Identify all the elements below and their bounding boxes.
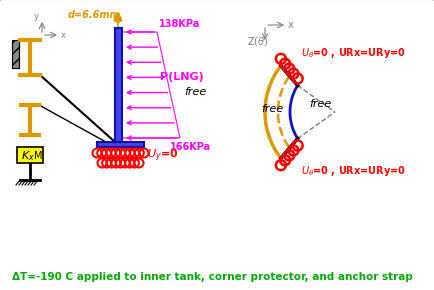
Text: $U_\theta$=0 , URx=URy=0: $U_\theta$=0 , URx=URy=0 (301, 164, 406, 178)
Text: Z($\theta$): Z($\theta$) (247, 35, 268, 48)
Text: x: x (61, 31, 66, 40)
Text: free: free (261, 104, 283, 114)
Text: $U_\theta$=0 , URx=URy=0: $U_\theta$=0 , URx=URy=0 (301, 46, 406, 60)
Text: free: free (184, 87, 206, 97)
Bar (12, 40, 19, 68)
Text: $K_x$: $K_x$ (21, 149, 35, 163)
Text: ΔT=-190 C applied to inner tank, corner protector, and anchor strap: ΔT=-190 C applied to inner tank, corner … (12, 272, 413, 282)
Bar (97, 142, 144, 147)
Text: free: free (309, 99, 332, 109)
Text: 166KPa: 166KPa (170, 142, 211, 152)
Text: 138KPa: 138KPa (159, 19, 200, 29)
Bar (115, 28, 122, 142)
Text: d=6.6mm: d=6.6mm (68, 10, 121, 20)
Text: $U_y$=0: $U_y$=0 (147, 147, 178, 164)
Text: y: y (34, 12, 39, 21)
Bar (17, 147, 43, 163)
Text: x: x (288, 20, 294, 30)
Text: P(LNG): P(LNG) (160, 72, 204, 82)
Text: M: M (34, 151, 43, 161)
